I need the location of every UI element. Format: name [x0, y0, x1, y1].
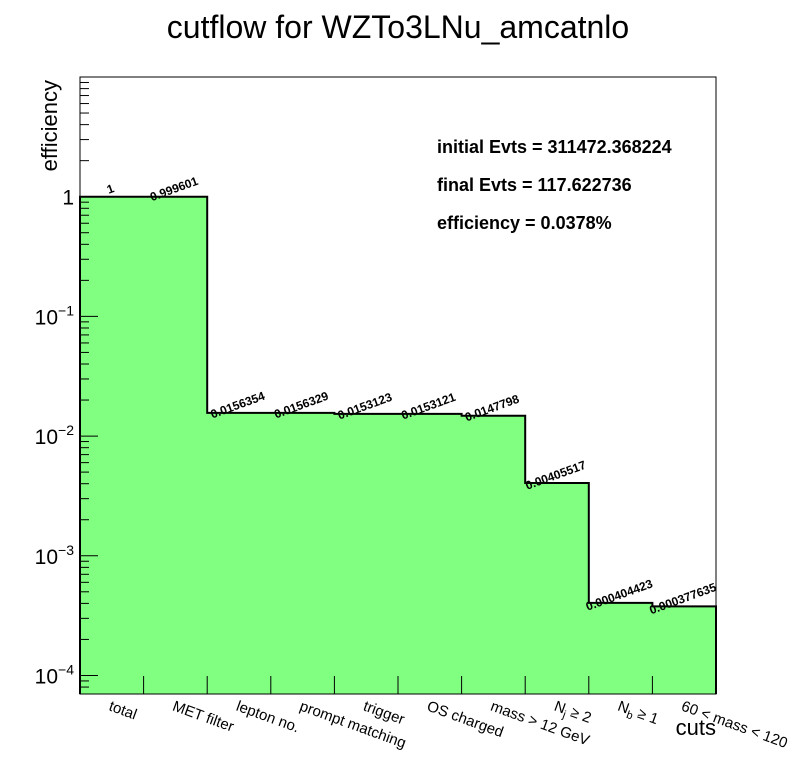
y-tick-label: 10−3 — [35, 542, 75, 569]
histogram-outline — [79, 195, 717, 694]
bar-5 — [398, 413, 463, 694]
y-tick-label: 10−1 — [35, 302, 75, 329]
y-tick-label: 10−4 — [35, 661, 75, 688]
bar-0 — [80, 196, 145, 694]
bar-1 — [143, 196, 208, 694]
y-axis-label: efficiency — [37, 80, 62, 171]
bar-2 — [207, 412, 272, 694]
y-axis: 1 10−1 10−2 10−3 10−4 — [35, 76, 98, 695]
stats-box: initial Evts = 311472.368224 final Evts =… — [437, 137, 672, 233]
stats-line: final Evts = 117.622736 — [437, 175, 632, 195]
stats-line: initial Evts = 311472.368224 — [437, 137, 672, 157]
chart-title: cutflow for WZTo3LNu_amcatnlo — [167, 9, 629, 45]
bar-3 — [270, 412, 335, 694]
bar-8 — [588, 602, 653, 694]
y-tick-label: 1 — [62, 187, 74, 210]
x-tick-label: total — [107, 698, 139, 724]
x-tick-label: MET filter — [170, 698, 236, 736]
x-tick-label: lepton no. — [234, 698, 302, 737]
stats-line: efficiency = 0.0378% — [437, 213, 612, 233]
bar-7 — [525, 482, 590, 694]
x-tick-label: Nb ≥ 1 — [614, 698, 660, 731]
y-tick-label: 10−2 — [35, 422, 75, 449]
bar-6 — [461, 415, 526, 694]
x-axis-label: cuts — [676, 715, 716, 740]
bar-4 — [334, 413, 399, 694]
bars-layer — [79, 195, 717, 694]
bar-value-label: 1 — [105, 181, 116, 197]
bar-9 — [652, 606, 717, 694]
